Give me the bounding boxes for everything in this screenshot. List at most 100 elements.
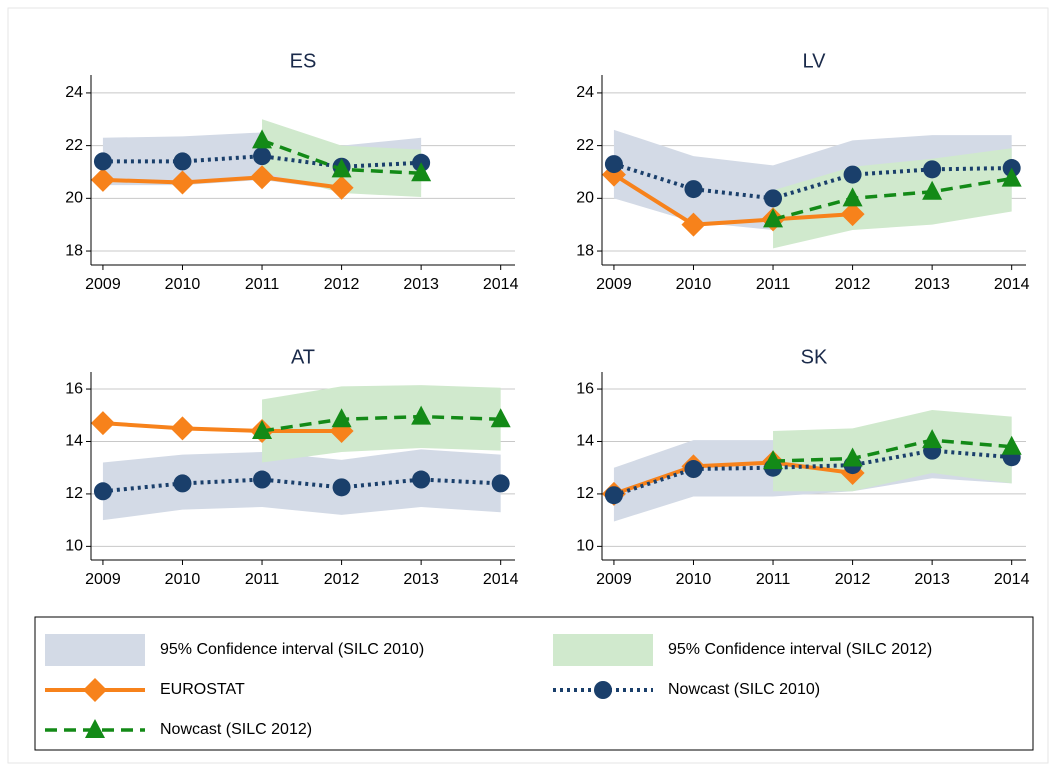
marker-triangle <box>763 208 784 228</box>
marker-circle <box>684 180 703 199</box>
marker-circle <box>412 470 431 489</box>
y-tick-label: 10 <box>65 538 83 555</box>
marker-diamond <box>90 167 115 192</box>
marker-circle <box>93 482 112 501</box>
marker-triangle <box>411 162 432 182</box>
x-tick-label: 2011 <box>245 571 280 588</box>
marker-circle <box>923 160 942 179</box>
marker-diamond <box>90 411 115 436</box>
x-tick-label: 2011 <box>245 276 280 293</box>
x-tick-label: 2010 <box>165 571 201 588</box>
marker-circle <box>594 681 612 699</box>
marker-triangle <box>842 447 863 467</box>
marker-diamond <box>170 416 195 441</box>
marker-diamond <box>250 165 275 190</box>
series-line <box>261 414 501 433</box>
x-tick-label: 2012 <box>835 276 871 293</box>
y-tick-label: 24 <box>65 84 83 101</box>
panel-title: AT <box>291 346 315 368</box>
marker-triangle <box>490 408 511 428</box>
x-tick-label: 2012 <box>835 571 871 588</box>
marker-triangle <box>763 450 784 470</box>
y-tick-label: 12 <box>65 485 83 502</box>
y-tick-label: 10 <box>576 538 594 555</box>
x-tick-label: 2013 <box>403 571 439 588</box>
marker-circle <box>332 478 351 497</box>
legend-label: Nowcast (SILC 2010) <box>668 681 820 698</box>
marker-circle <box>173 474 192 493</box>
marker-triangle <box>252 419 273 439</box>
marker-circle <box>253 147 272 166</box>
legend-label: Nowcast (SILC 2012) <box>160 721 312 738</box>
legend-box <box>34 616 1034 751</box>
marker-triangle <box>1001 435 1022 455</box>
marker-circle <box>604 155 623 174</box>
x-tick-label: 2014 <box>483 571 519 588</box>
y-tick-label: 18 <box>576 242 594 259</box>
marker-diamond <box>840 202 865 227</box>
x-tick-label: 2009 <box>85 571 121 588</box>
confidence-band <box>773 148 1012 249</box>
x-tick-label: 2012 <box>324 276 360 293</box>
y-tick-label: 14 <box>65 433 83 450</box>
x-tick-label: 2014 <box>483 276 519 293</box>
legend-label: 95% Confidence interval (SILC 2010) <box>160 641 424 658</box>
marker-triangle <box>922 429 943 449</box>
marker-triangle <box>252 129 273 149</box>
y-tick-label: 20 <box>65 190 83 207</box>
x-tick-label: 2013 <box>914 571 950 588</box>
marker-circle <box>491 474 510 493</box>
y-tick-label: 24 <box>576 84 594 101</box>
marker-diamond <box>170 170 195 195</box>
marker-diamond <box>681 212 706 237</box>
x-tick-label: 2013 <box>914 276 950 293</box>
legend-label: 95% Confidence interval (SILC 2012) <box>668 641 932 658</box>
series-line <box>612 172 853 227</box>
legend-swatch <box>45 634 145 666</box>
marker-triangle <box>922 180 943 200</box>
series-line <box>613 162 1012 201</box>
x-tick-label: 2009 <box>596 571 632 588</box>
x-tick-label: 2010 <box>676 276 712 293</box>
y-tick-label: 22 <box>576 137 594 154</box>
marker-triangle <box>842 187 863 207</box>
marker-triangle <box>331 158 352 178</box>
confidence-band <box>102 449 501 521</box>
series-line <box>102 421 342 433</box>
marker-circle <box>764 189 783 208</box>
panel-title: ES <box>290 50 317 72</box>
marker-circle <box>684 460 703 479</box>
marker-circle <box>93 152 112 171</box>
series-line <box>102 175 342 190</box>
y-tick-label: 16 <box>65 380 83 397</box>
marker-triangle <box>331 408 352 428</box>
y-tick-label: 18 <box>65 242 83 259</box>
x-tick-label: 2014 <box>994 571 1030 588</box>
x-tick-label: 2009 <box>596 276 632 293</box>
series-line <box>102 154 422 169</box>
y-tick-label: 22 <box>65 137 83 154</box>
x-tick-label: 2010 <box>676 571 712 588</box>
series-line <box>772 176 1012 222</box>
legend-label: EUROSTAT <box>160 681 245 698</box>
x-tick-label: 2013 <box>403 276 439 293</box>
x-tick-label: 2010 <box>165 276 201 293</box>
series-line <box>613 448 1012 498</box>
x-tick-label: 2009 <box>85 276 121 293</box>
marker-circle <box>843 165 862 184</box>
confidence-band <box>262 385 501 463</box>
marker-circle <box>604 486 623 505</box>
y-tick-label: 12 <box>576 485 594 502</box>
marker-circle <box>173 152 192 171</box>
x-tick-label: 2012 <box>324 571 360 588</box>
x-tick-label: 2011 <box>756 571 791 588</box>
x-tick-label: 2011 <box>756 276 791 293</box>
y-tick-label: 20 <box>576 190 594 207</box>
marker-circle <box>253 470 272 489</box>
marker-diamond <box>83 678 107 702</box>
y-tick-label: 16 <box>576 380 594 397</box>
y-tick-label: 14 <box>576 433 594 450</box>
marker-diamond <box>329 175 354 200</box>
x-tick-label: 2014 <box>994 276 1030 293</box>
